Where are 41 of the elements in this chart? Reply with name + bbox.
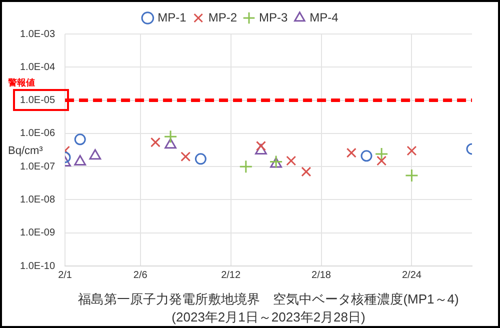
point [301,166,312,177]
point [256,140,266,151]
text: (2023年2月1日～2023年2月28日) [172,310,366,325]
x-tick-label: 2/6 [133,270,148,281]
y-tick-label: 1.0E-08 [20,194,56,206]
point [360,150,372,162]
point [74,134,86,146]
point [255,144,267,155]
point [74,154,86,166]
text: 福島第一原子力発電所敷地境界 空気中ベータ核種濃度(MP1～4) [78,292,459,307]
legend-label: MP-2 [208,10,238,24]
x-tick-label: 2/12 [221,270,241,281]
y-tick-label: 1.0E-03 [20,28,56,40]
point [180,152,191,162]
y-tick-label: 1.0E-09 [20,228,56,239]
point [270,157,282,168]
point [346,148,356,158]
y-tick-label: 1.0E-06 [20,128,56,140]
point [376,156,387,166]
x-tick-label: 2/18 [312,270,332,281]
y-tick-label: 1.0E-07 [20,161,56,172]
ref-line-label: 警報値 [7,77,35,88]
y-tick-label: 1.0E-05 [20,95,56,106]
point [406,146,417,156]
legend-label: MP-3 [259,10,288,24]
legend-label: MP-1 [158,10,187,24]
x-tick-label: 2/24 [402,270,422,281]
point [404,168,418,182]
point [164,130,178,144]
y-axis-title: Bq/cm³ [8,144,44,157]
x-tick-label: 2/1 [58,270,72,281]
point [89,149,102,160]
point [374,147,388,161]
y-tick-label: 1.0E-04 [20,62,56,73]
point [239,160,253,174]
point [150,137,160,148]
y-tick-label: 1.0E-10 [20,260,56,272]
point [286,156,296,166]
legend-label: MP-4 [310,10,339,24]
point [164,138,176,149]
point [194,153,206,165]
